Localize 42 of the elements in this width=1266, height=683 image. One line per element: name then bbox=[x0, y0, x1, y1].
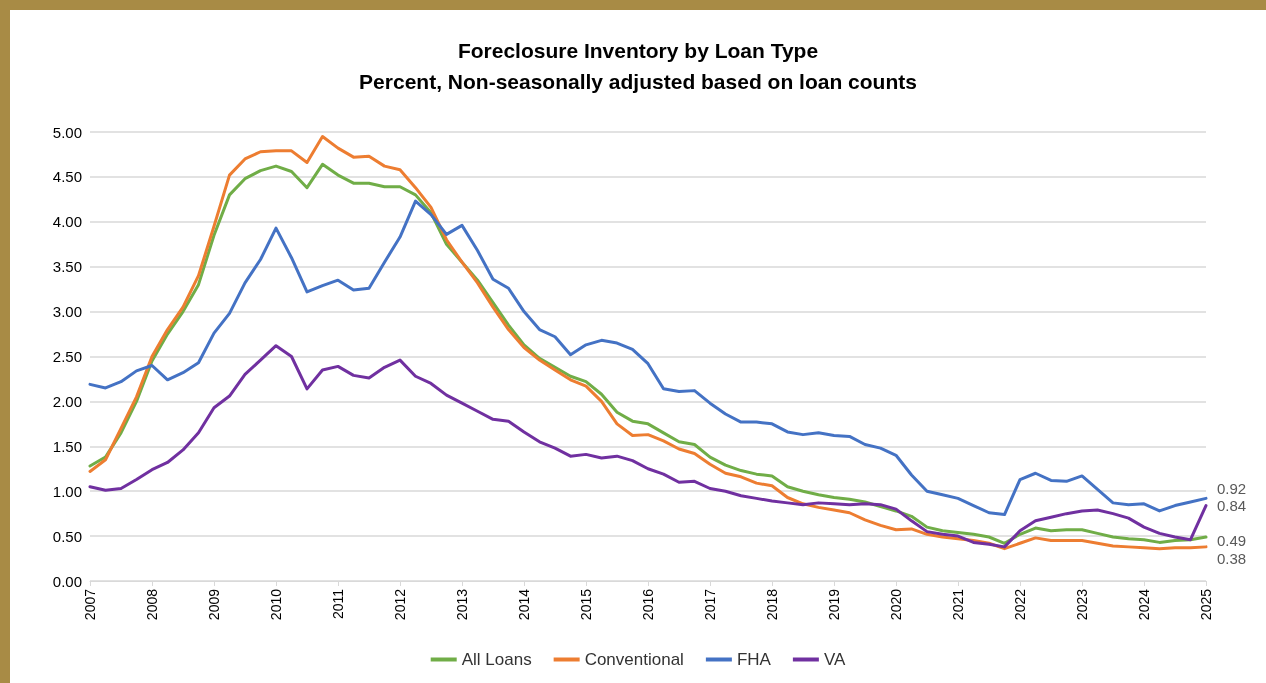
line-series bbox=[88, 344, 1208, 549]
x-tick-label: 2008 bbox=[144, 588, 160, 621]
data-label: 0.49 bbox=[1217, 532, 1247, 550]
x-tick-label: 2010 bbox=[268, 588, 284, 621]
y-tick-label: 0.00 bbox=[52, 572, 82, 590]
legend-label: Conventional bbox=[584, 650, 684, 669]
line-series bbox=[88, 199, 1208, 517]
chart-subtitle: Percent, Non-seasonally adjusted based on loan counts bbox=[359, 70, 917, 93]
x-tick-label: 2017 bbox=[702, 588, 718, 621]
y-tick-label: 5.00 bbox=[52, 123, 82, 141]
x-tick-label: 2019 bbox=[826, 588, 842, 621]
x-tick-label: 2015 bbox=[578, 588, 594, 621]
x-tick-label: 2024 bbox=[1136, 588, 1152, 621]
x-tick-label: 2012 bbox=[392, 588, 408, 621]
x-tick-label: 2011 bbox=[330, 588, 346, 620]
legend-label: All Loans bbox=[461, 650, 532, 669]
data-label: 0.84 bbox=[1217, 497, 1247, 515]
legend-label: VA bbox=[823, 650, 846, 669]
x-tick-label: 2007 bbox=[82, 588, 98, 621]
y-tick-label: 2.00 bbox=[52, 392, 82, 410]
x-tick-label: 2023 bbox=[1074, 588, 1090, 621]
chart-title: Foreclosure Inventory by Loan Type bbox=[457, 39, 819, 62]
data-label: 0.38 bbox=[1217, 550, 1247, 568]
x-tick-label: 2025 bbox=[1198, 588, 1214, 621]
x-tick-label: 2016 bbox=[640, 588, 656, 621]
x-tick-label: 2022 bbox=[1012, 588, 1028, 621]
legend-label: FHA bbox=[736, 650, 772, 669]
data-label: 0.92 bbox=[1217, 479, 1247, 497]
x-tick-label: 2018 bbox=[764, 588, 780, 621]
y-tick-label: 3.00 bbox=[52, 303, 82, 321]
x-tick-label: 2014 bbox=[516, 588, 532, 621]
y-tick-label: 0.50 bbox=[52, 527, 82, 545]
y-tick-label: 3.50 bbox=[52, 258, 82, 276]
x-tick-label: 2020 bbox=[888, 588, 904, 621]
x-tick-label: 2013 bbox=[454, 588, 470, 621]
x-tick-label: 2021 bbox=[950, 588, 966, 621]
y-tick-label: 1.50 bbox=[52, 437, 82, 455]
y-tick-label: 1.00 bbox=[52, 482, 82, 500]
y-tick-label: 4.00 bbox=[52, 213, 82, 231]
y-tick-label: 2.50 bbox=[52, 348, 82, 365]
x-tick-label: 2009 bbox=[206, 588, 222, 621]
y-tick-label: 4.50 bbox=[52, 168, 82, 186]
